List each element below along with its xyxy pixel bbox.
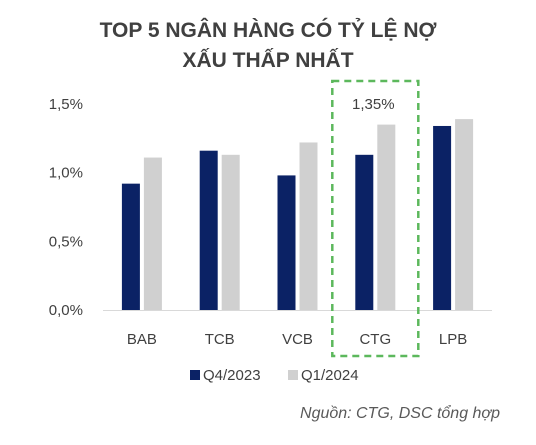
chart-title: TOP 5 NGÂN HÀNG CÓ TỶ LỆ NỢ XẤU THẤP NHẤ…	[0, 16, 536, 76]
y-tick-label: 0,5%	[49, 233, 83, 250]
bar-ctg-q4-2023	[355, 154, 374, 310]
highlight-frame	[331, 79, 420, 358]
x-tick-label: VCB	[282, 331, 313, 348]
legend-label: Q4/2023	[203, 367, 261, 384]
chart-title-line-2: XẤU THẤP NHẤT	[182, 49, 354, 72]
y-tick-label: 1,5%	[49, 96, 83, 113]
bar-bab-q1-2024	[143, 157, 162, 310]
bar-lpb-q1-2024	[455, 119, 474, 311]
x-tick-label: BAB	[127, 331, 157, 348]
bar-ctg-q1-2024	[377, 124, 396, 310]
bar-bab-q4-2023	[121, 183, 140, 310]
x-tick-label: CTG	[359, 331, 391, 348]
bar-vcb-q4-2023	[277, 175, 296, 310]
bar-tcb-q1-2024	[221, 154, 240, 310]
legend-swatch-0	[190, 370, 200, 380]
source-note: Nguồn: CTG, DSC tổng hợp	[300, 405, 500, 422]
bar-vcb-q1-2024	[299, 142, 318, 310]
legend-swatch-1	[288, 370, 298, 380]
bar-tcb-q4-2023	[199, 150, 218, 310]
x-tick-label: LPB	[439, 331, 467, 348]
highlight-label: 1,35%	[352, 96, 395, 113]
x-tick-label: TCB	[205, 331, 235, 348]
y-tick-label: 0,0%	[49, 302, 83, 319]
legend-label: Q1/2024	[301, 367, 359, 384]
chart-title-line-1: TOP 5 NGÂN HÀNG CÓ TỶ LỆ NỢ	[99, 19, 437, 42]
bar-lpb-q4-2023	[433, 125, 452, 311]
y-tick-label: 1,0%	[49, 165, 83, 182]
